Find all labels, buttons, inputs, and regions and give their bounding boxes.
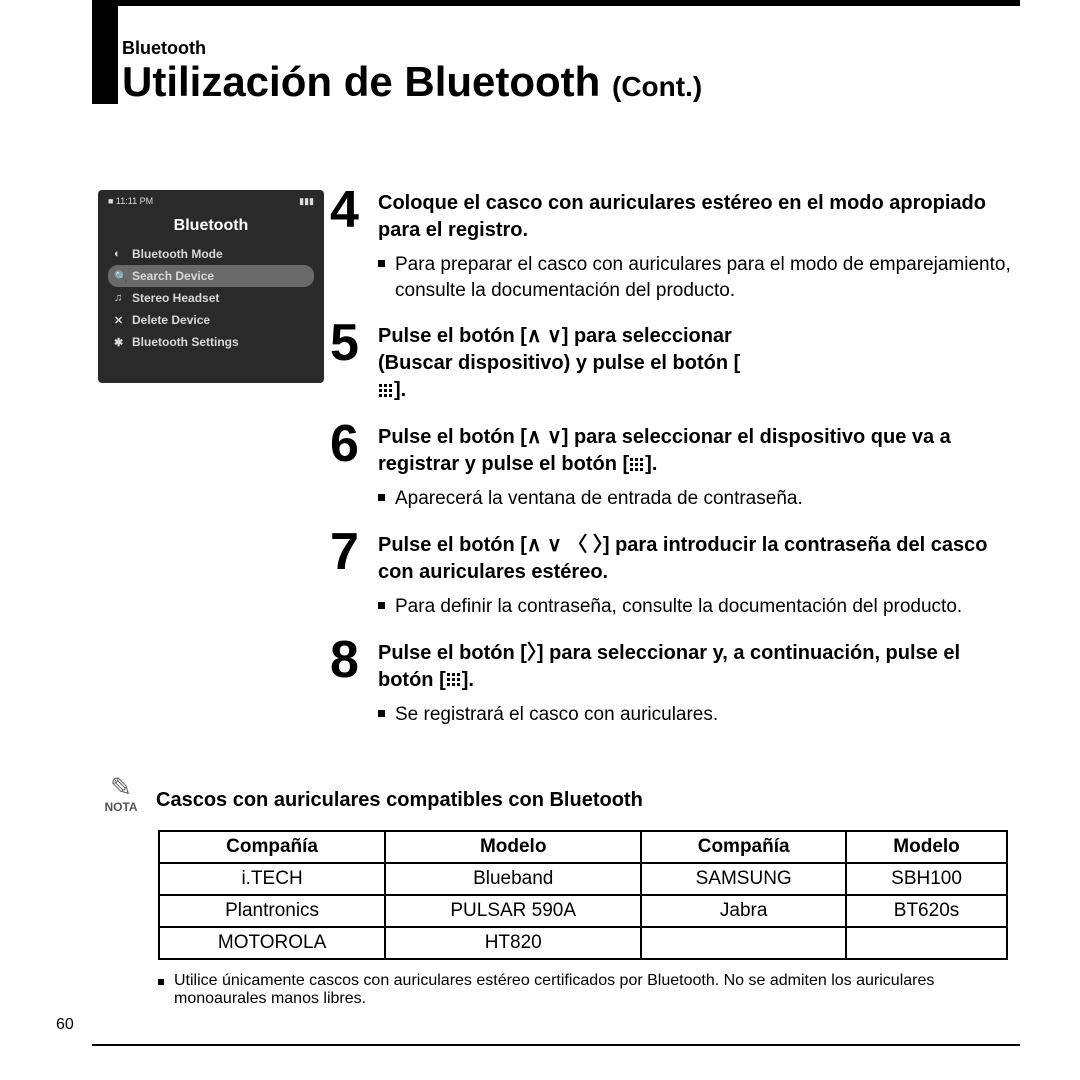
table-cell: Blueband [385, 863, 641, 895]
step-bullet: Para definir la contraseña, consulte la … [378, 594, 1020, 620]
nota-header: ✎ NOTA Cascos con auriculares compatible… [98, 774, 1020, 826]
bullet-square-icon [158, 979, 164, 985]
step-bullet: Para preparar el casco con auriculares p… [378, 252, 1020, 303]
step-heading: Pulse el botón [∧ ∨] para seleccionar el… [378, 424, 1020, 478]
table-row: MOTOROLAHT820 [159, 927, 1007, 959]
device-menu-item: ✱ Bluetooth Settings [108, 331, 314, 353]
table-header-cell: Modelo [385, 831, 641, 863]
step-bullet-text: Para preparar el casco con auriculares p… [395, 252, 1020, 303]
bullet-square-icon [378, 494, 385, 501]
bullet-square-icon [378, 602, 385, 609]
table-row: i.TECHBluebandSAMSUNGSBH100 [159, 863, 1007, 895]
device-menu-item: 🔍 Search Device [108, 265, 314, 287]
step: 5 Pulse el botón [∧ ∨] para seleccionar … [330, 321, 1020, 416]
device-mock: ■ 11:11 PM ▮▮▮ Bluetooth ◐ Bluetooth Mode… [98, 190, 324, 383]
step-number: 5 [330, 321, 368, 365]
step-number: 8 [330, 638, 368, 682]
device-menu-label: Stereo Headset [132, 291, 219, 305]
step-body: Pulse el botón [∧ ∨] para seleccionar el… [378, 422, 1020, 524]
device-menu-item: ◐ Bluetooth Mode [108, 243, 314, 265]
step-body: Pulse el botón [∧ ∨ 〈 〉] para introducir… [378, 530, 1020, 632]
table-cell: Plantronics [159, 895, 385, 927]
step-number: 6 [330, 422, 368, 466]
page-top-border [118, 0, 1020, 6]
nota-title: Cascos con auriculares compatibles con B… [156, 789, 643, 812]
pencil-icon: ✎ [98, 774, 144, 800]
step-heading: Coloque el casco con auriculares estéreo… [378, 190, 1020, 244]
device-menu-icon: 🔍 [114, 270, 126, 283]
device-menu: ◐ Bluetooth Mode 🔍 Search Device ♫ Stereo Hea… [98, 243, 324, 353]
step-bullet-text: Aparecerá la ventana de entrada de contr… [395, 486, 803, 512]
step-heading: Pulse el botón [∧ ∨] para seleccionar (B… [378, 323, 740, 404]
device-menu-icon: ♫ [114, 292, 126, 304]
device-time: ■ 11:11 PM [108, 196, 153, 207]
device-screen-title: Bluetooth [98, 207, 324, 243]
device-menu-label: Bluetooth Settings [132, 335, 239, 349]
page-bottom-rule [92, 1044, 1020, 1046]
step: 4 Coloque el casco con auriculares estér… [330, 188, 1020, 315]
breadcrumb: Bluetooth [122, 38, 206, 59]
step-body: Coloque el casco con auriculares estéreo… [378, 188, 1020, 315]
nota-footnote: Utilice únicamente cascos con auriculare… [158, 972, 1020, 1008]
device-menu-label: Delete Device [132, 313, 210, 327]
table-header-cell: Compañía [159, 831, 385, 863]
step-bullet: Aparecerá la ventana de entrada de contr… [378, 486, 1020, 512]
device-menu-icon: ◐ [114, 248, 126, 260]
grid-icon [379, 384, 393, 398]
device-menu-icon: ✕ [114, 314, 126, 327]
table-header-cell: Compañía [641, 831, 846, 863]
compat-table: CompañíaModeloCompañíaModelo i.TECHBlueb… [158, 830, 1008, 960]
step-bullet: Se registrará el casco con auriculares. [378, 702, 1020, 728]
page-title-sub: (Cont.) [612, 71, 702, 102]
device-statusbar: ■ 11:11 PM ▮▮▮ [98, 196, 324, 207]
step-heading: Pulse el botón [∧ ∨ 〈 〉] para introducir… [378, 532, 1020, 586]
grid-icon [630, 458, 644, 472]
nota-label: NOTA [98, 800, 144, 814]
step: 8 Pulse el botón [〉] para seleccionar y,… [330, 638, 1020, 740]
nota-footnote-text: Utilice únicamente cascos con auriculare… [174, 972, 1020, 1008]
step-body: Pulse el botón [〉] para seleccionar y, a… [378, 638, 1020, 740]
table-cell [846, 927, 1007, 959]
step-bullet-text: Para definir la contraseña, consulte la … [395, 594, 962, 620]
device-menu-item: ♫ Stereo Headset [108, 287, 314, 309]
device-menu-item: ✕ Delete Device [108, 309, 314, 331]
step-heading: Pulse el botón [〉] para seleccionar y, a… [378, 640, 1020, 694]
table-cell: i.TECH [159, 863, 385, 895]
table-cell: MOTOROLA [159, 927, 385, 959]
page-title: Utilización de Bluetooth (Cont.) [122, 58, 702, 106]
device-menu-icon: ✱ [114, 336, 126, 349]
table-row: PlantronicsPULSAR 590AJabraBT620s [159, 895, 1007, 927]
device-menu-label: Bluetooth Mode [132, 247, 223, 261]
table-cell [641, 927, 846, 959]
device-menu-label: Search Device [132, 269, 214, 283]
nota-icon: ✎ NOTA [98, 774, 144, 826]
step-bullet-text: Se registrará el casco con auriculares. [395, 702, 718, 728]
table-cell: PULSAR 590A [385, 895, 641, 927]
table-cell: SAMSUNG [641, 863, 846, 895]
bullet-square-icon [378, 710, 385, 717]
page-title-main: Utilización de Bluetooth [122, 58, 600, 105]
step: 6 Pulse el botón [∧ ∨] para seleccionar … [330, 422, 1020, 524]
grid-icon [447, 673, 461, 687]
section-black-tab [92, 0, 118, 104]
instruction-steps: 4 Coloque el casco con auriculares estér… [330, 188, 1020, 745]
step: 7 Pulse el botón [∧ ∨ 〈 〉] para introduc… [330, 530, 1020, 632]
table-cell: BT620s [846, 895, 1007, 927]
step-number: 4 [330, 188, 368, 232]
bullet-square-icon [378, 260, 385, 267]
nota-section: ✎ NOTA Cascos con auriculares compatible… [98, 774, 1020, 1008]
table-cell: SBH100 [846, 863, 1007, 895]
step-number: 7 [330, 530, 368, 574]
table-header-cell: Modelo [846, 831, 1007, 863]
device-battery: ▮▮▮ [299, 196, 314, 207]
page-number: 60 [56, 1016, 74, 1034]
step-body: Pulse el botón [∧ ∨] para seleccionar (B… [378, 321, 740, 416]
table-cell: HT820 [385, 927, 641, 959]
table-cell: Jabra [641, 895, 846, 927]
